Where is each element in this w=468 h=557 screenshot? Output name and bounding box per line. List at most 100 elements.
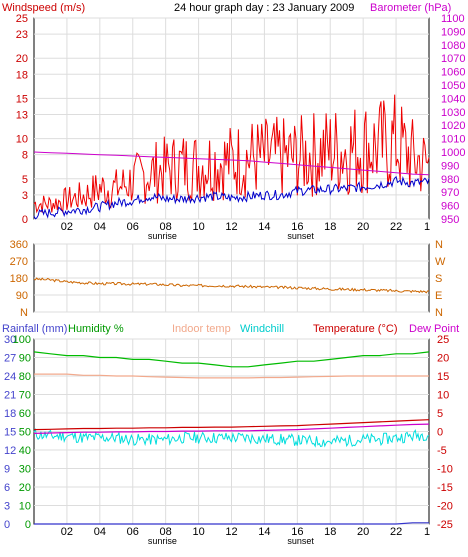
direction-compass-letter: N xyxy=(435,239,443,251)
humidity-y-tick-label: 20 xyxy=(19,482,31,494)
baro-y-tick-label: 1050 xyxy=(441,80,465,92)
baro-y-tick-label: 990 xyxy=(441,160,459,172)
indoor-temp-series-line xyxy=(34,373,429,379)
direction-y-tick-label: 270 xyxy=(10,256,28,268)
legend-indoor-temp: Indoor temp xyxy=(172,323,231,335)
rain-y-tick-label: 9 xyxy=(4,464,10,476)
wind-y-tick-label: 10 xyxy=(16,134,28,146)
temperature-series-line xyxy=(33,419,430,431)
panel1-x-tick-label: 1 xyxy=(424,221,430,233)
legend-humidity: Humidity % xyxy=(68,323,124,335)
baro-y-tick-label: 960 xyxy=(441,201,459,213)
header-windspeed-label: Windspeed (m/s) xyxy=(2,2,85,14)
direction-y-tick-label: 90 xyxy=(16,290,28,302)
direction-compass-letter: W xyxy=(435,256,446,268)
temperature-humidity-panel: 0369121518212427300102030405060708090100… xyxy=(4,334,453,546)
baro-y-tick-label: 1070 xyxy=(441,53,465,65)
temperature-y-tick-label: -25 xyxy=(437,519,453,531)
baro-y-tick-label: 1000 xyxy=(441,147,465,159)
humidity-y-tick-label: 50 xyxy=(19,427,31,439)
humidity-y-tick-label: 10 xyxy=(19,501,31,513)
humidity-y-tick-label: 0 xyxy=(25,519,31,531)
wind-y-tick-label: 0 xyxy=(22,214,28,226)
panel1-x-tick-label: 06 xyxy=(127,221,139,233)
panel1-x-tick-label: 10 xyxy=(192,221,204,233)
rain-y-tick-label: 15 xyxy=(4,427,16,439)
panel3-x-tick-label: 18 xyxy=(324,526,336,538)
wind-y-tick-label: 5 xyxy=(22,174,28,186)
header-barometer-label: Barometer (hPa) xyxy=(370,2,451,14)
panel3-x-tick-label: 22 xyxy=(390,526,402,538)
temperature-y-tick-label: -20 xyxy=(437,501,453,513)
panel3-x-tick-label: 1 xyxy=(424,526,430,538)
humidity-y-tick-label: 100 xyxy=(13,334,31,346)
temperature-y-tick-label: 5 xyxy=(437,408,443,420)
header-title: 24 hour graph day : 23 January 2009 xyxy=(174,2,354,14)
panel1-x-tick-label: 16 xyxy=(291,221,303,233)
wind-y-tick-label: 15 xyxy=(16,93,28,105)
direction-compass-letter: E xyxy=(435,290,442,302)
rain-y-tick-label: 30 xyxy=(4,334,16,346)
panel1-x-tick-label: 04 xyxy=(94,221,106,233)
humidity-y-tick-label: 90 xyxy=(19,353,31,365)
rain-y-tick-label: 3 xyxy=(4,501,10,513)
average-wind-series-line xyxy=(33,175,430,220)
rain-y-tick-label: 0 xyxy=(4,519,10,531)
humidity-y-tick-label: 80 xyxy=(19,371,31,383)
wind-direction-panel: N N 90 E 180 S 270 W 360 N xyxy=(10,239,446,319)
rain-y-tick-label: 18 xyxy=(4,408,16,420)
rain-y-tick-label: 27 xyxy=(4,353,16,365)
baro-y-tick-label: 1100 xyxy=(441,13,465,25)
wind-direction-series-line xyxy=(33,277,430,294)
panel3-sunset-label: sunset xyxy=(287,536,314,546)
panel3-x-tick-label: 04 xyxy=(94,526,106,538)
wind-y-tick-label: 23 xyxy=(16,29,28,41)
temperature-y-tick-label: 20 xyxy=(437,353,449,365)
panel1-x-tick-label: 12 xyxy=(225,221,237,233)
humidity-y-tick-label: 60 xyxy=(19,408,31,420)
temperature-y-tick-label: 10 xyxy=(437,390,449,402)
panel3-x-tick-label: 02 xyxy=(61,526,73,538)
direction-compass-letter: S xyxy=(435,273,442,285)
legend-windchill: Windchill xyxy=(240,323,284,335)
wind-y-tick-label: 8 xyxy=(22,150,28,162)
baro-y-tick-label: 1080 xyxy=(441,40,465,52)
baro-y-tick-label: 980 xyxy=(441,174,459,186)
barometer-series-line xyxy=(33,151,430,176)
panel3-x-tick-label: 12 xyxy=(225,526,237,538)
humidity-y-tick-label: 40 xyxy=(19,445,31,457)
baro-y-tick-label: 1010 xyxy=(441,134,465,146)
windchill-series-line xyxy=(33,427,430,448)
baro-y-tick-label: 1020 xyxy=(441,120,465,132)
panel3-x-tick-label: 16 xyxy=(291,526,303,538)
gust-series-line xyxy=(33,94,430,214)
wind-y-tick-label: 3 xyxy=(22,190,28,202)
baro-y-tick-label: 970 xyxy=(441,187,459,199)
panel1-x-tick-label: 22 xyxy=(390,221,402,233)
panel3-x-tick-label: 06 xyxy=(127,526,139,538)
baro-y-tick-label: 950 xyxy=(441,214,459,226)
humidity-y-tick-label: 30 xyxy=(19,464,31,476)
rain-y-tick-label: 24 xyxy=(4,371,16,383)
humidity-y-tick-label: 70 xyxy=(19,390,31,402)
dew-point-series-line xyxy=(33,423,430,434)
humidity-series-line xyxy=(33,351,430,368)
temperature-y-tick-label: -5 xyxy=(437,445,447,457)
panel1-sunset-label: sunset xyxy=(287,231,314,241)
panel1-x-tick-label: 18 xyxy=(324,221,336,233)
panel1-x-tick-label: 02 xyxy=(61,221,73,233)
rain-y-tick-label: 12 xyxy=(4,445,16,457)
panel1-sunrise-label: sunrise xyxy=(148,231,177,241)
baro-y-tick-label: 1030 xyxy=(441,107,465,119)
rainfall-series-line xyxy=(34,522,429,525)
temperature-y-tick-label: 0 xyxy=(437,427,443,439)
direction-y-tick-label: 180 xyxy=(10,273,28,285)
baro-y-tick-label: 1060 xyxy=(441,67,465,79)
panel3-x-tick-label: 10 xyxy=(192,526,204,538)
panel1-x-tick-label: 08 xyxy=(160,221,172,233)
panel1-x-tick-label: 20 xyxy=(357,221,369,233)
legend-rainfall: Rainfall (mm) xyxy=(2,323,67,335)
direction-y-tick-label: 360 xyxy=(10,239,28,251)
